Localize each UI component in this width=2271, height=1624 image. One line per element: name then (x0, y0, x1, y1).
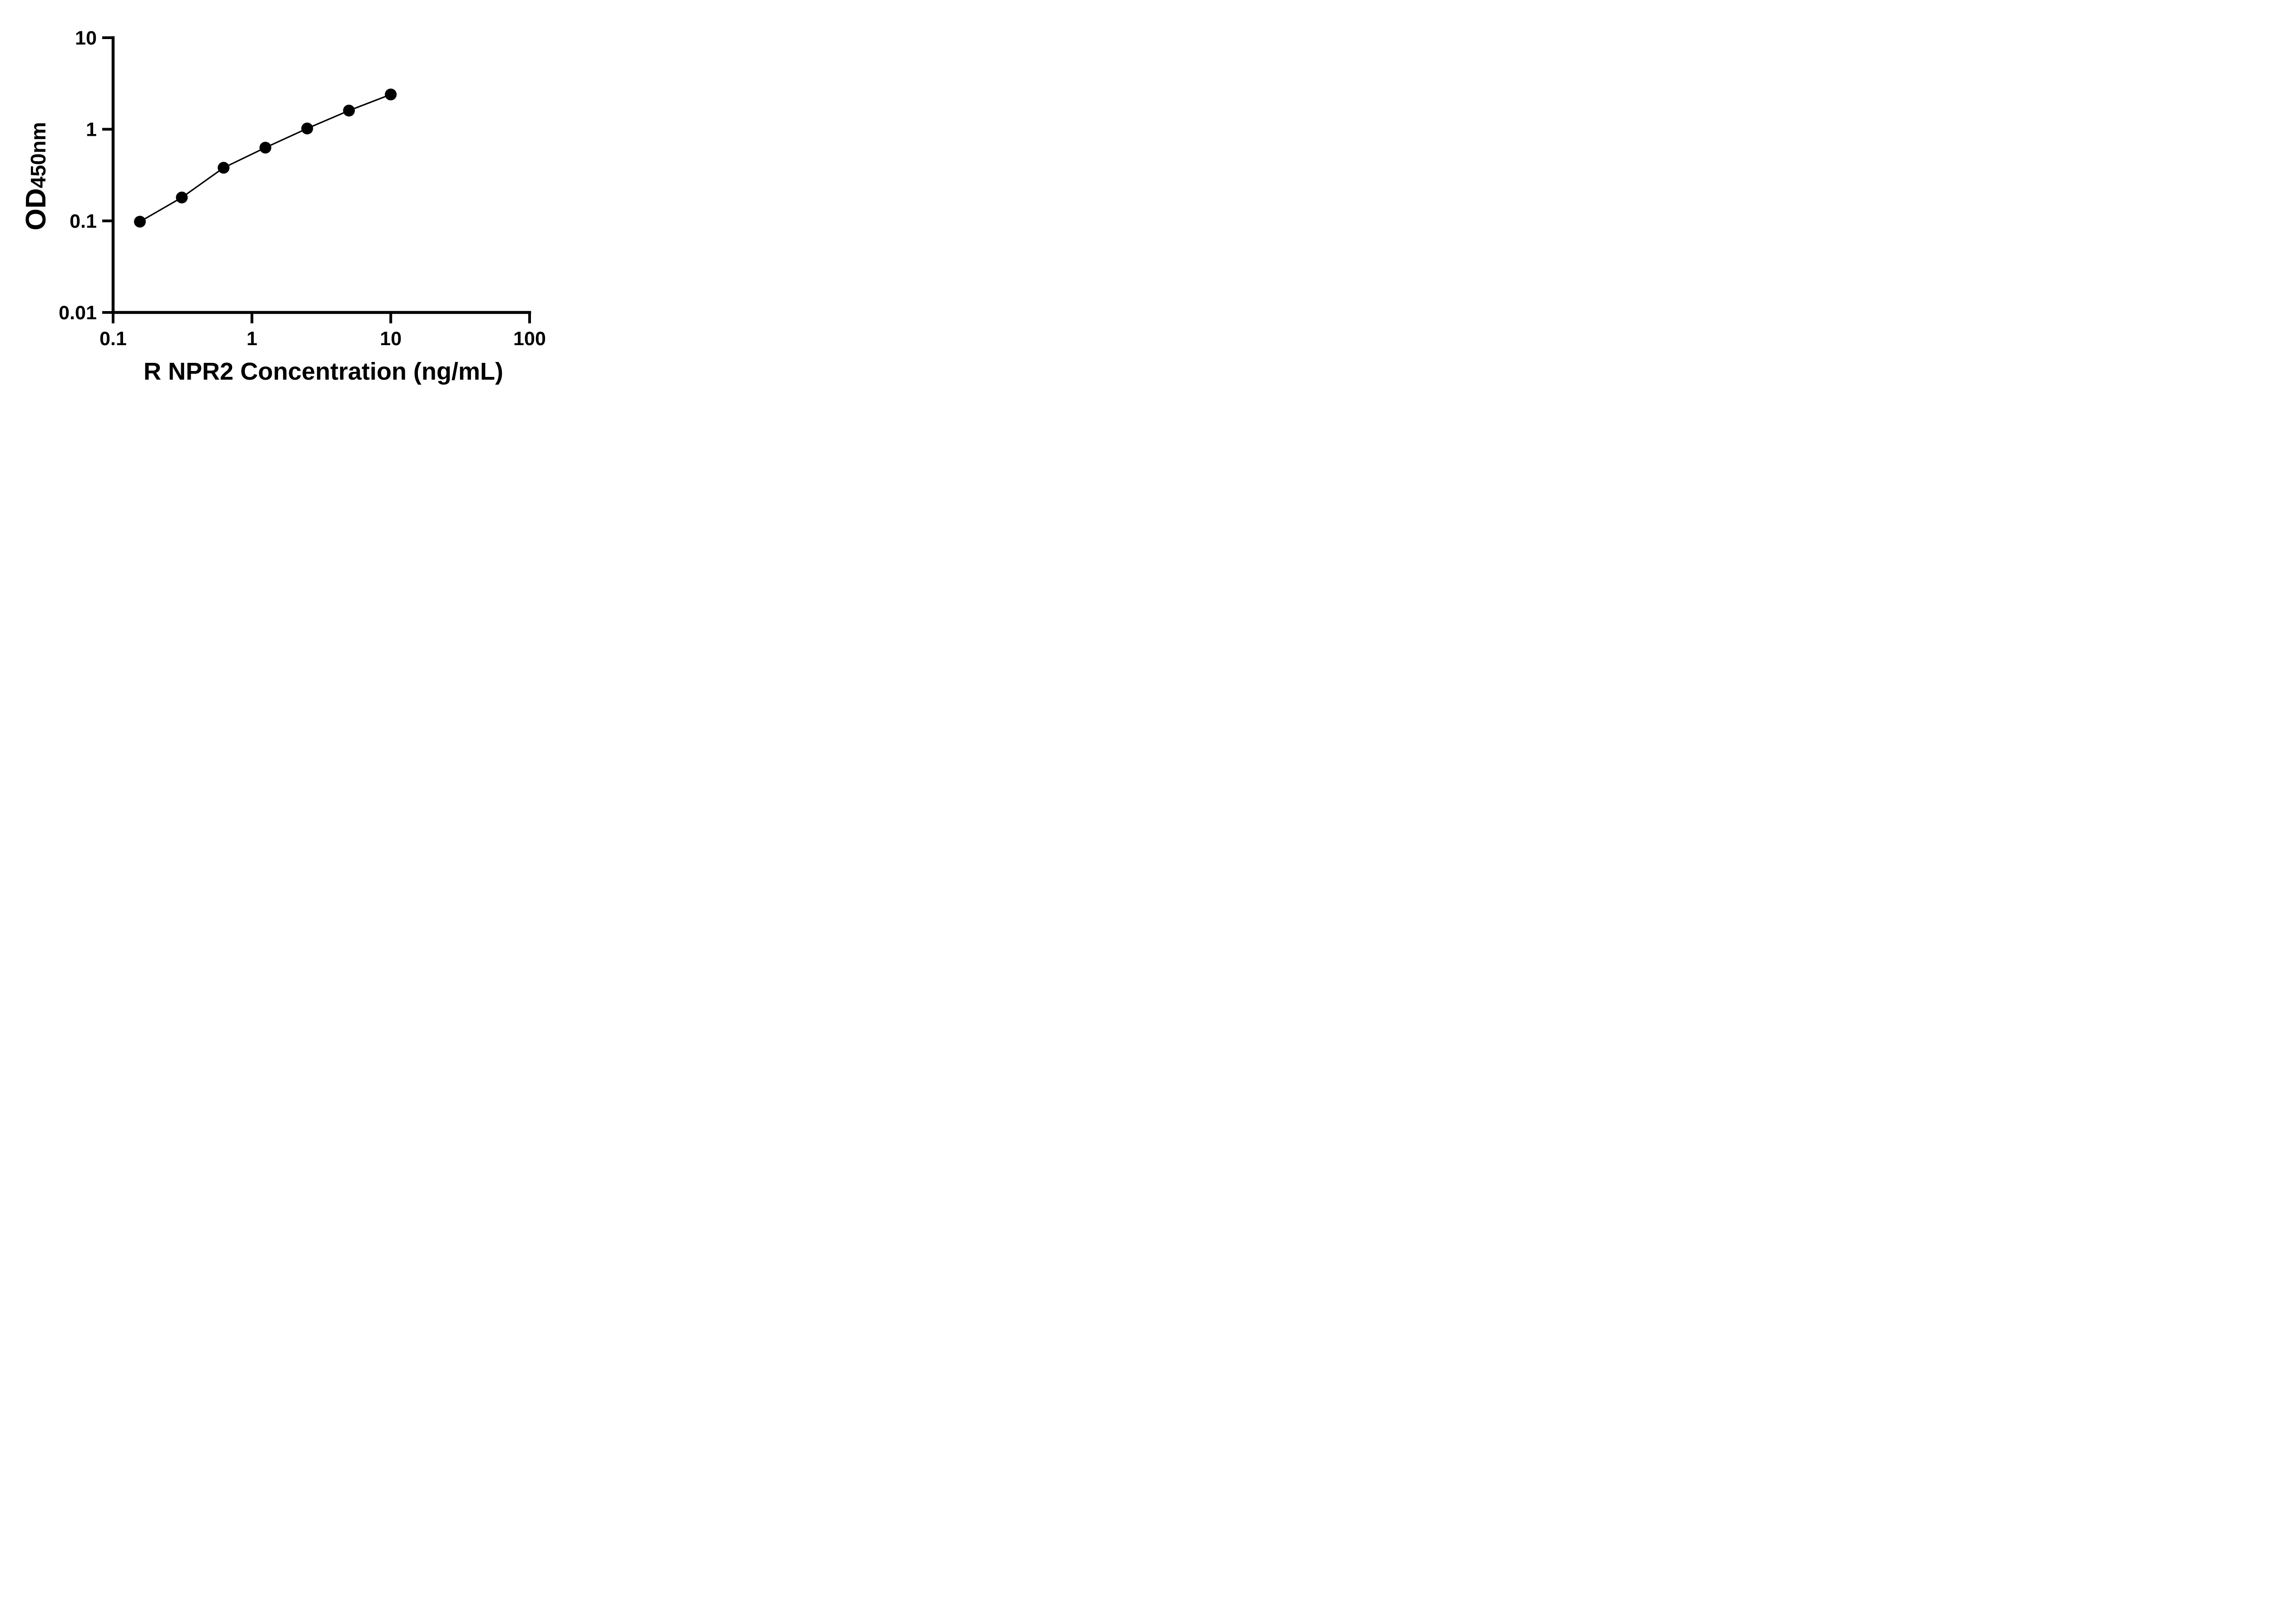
data-point-6 (385, 89, 397, 100)
data-point-1 (176, 191, 188, 203)
figure-canvas: 0.01 0.1 1 10 0.1 1 10 100 R NPR2 Concentration … (0, 0, 584, 406)
data-series (134, 89, 397, 228)
data-point-3 (259, 142, 272, 154)
y-axis-title-main: OD (20, 188, 52, 230)
y-axis-title-subscript: 450nm (26, 122, 50, 188)
y-tick-label-0.01: 0.01 (59, 302, 97, 324)
data-point-4 (301, 122, 313, 134)
x-tick-label-100: 100 (513, 328, 546, 350)
x-tick-label-1: 1 (247, 328, 258, 350)
y-tick-label-1: 1 (86, 119, 97, 141)
y-tick-label-10: 10 (75, 27, 97, 49)
data-point-5 (343, 104, 355, 117)
y-axis-title: OD450nm (20, 122, 52, 231)
data-point-2 (218, 162, 230, 174)
x-tick-label-10: 10 (380, 328, 402, 350)
x-axis-title: R NPR2 Concentration (ng/mL) (144, 358, 503, 385)
x-tick-label-0.1: 0.1 (99, 328, 127, 350)
y-tick-label-0.1: 0.1 (69, 210, 97, 232)
data-point-0 (134, 216, 146, 228)
